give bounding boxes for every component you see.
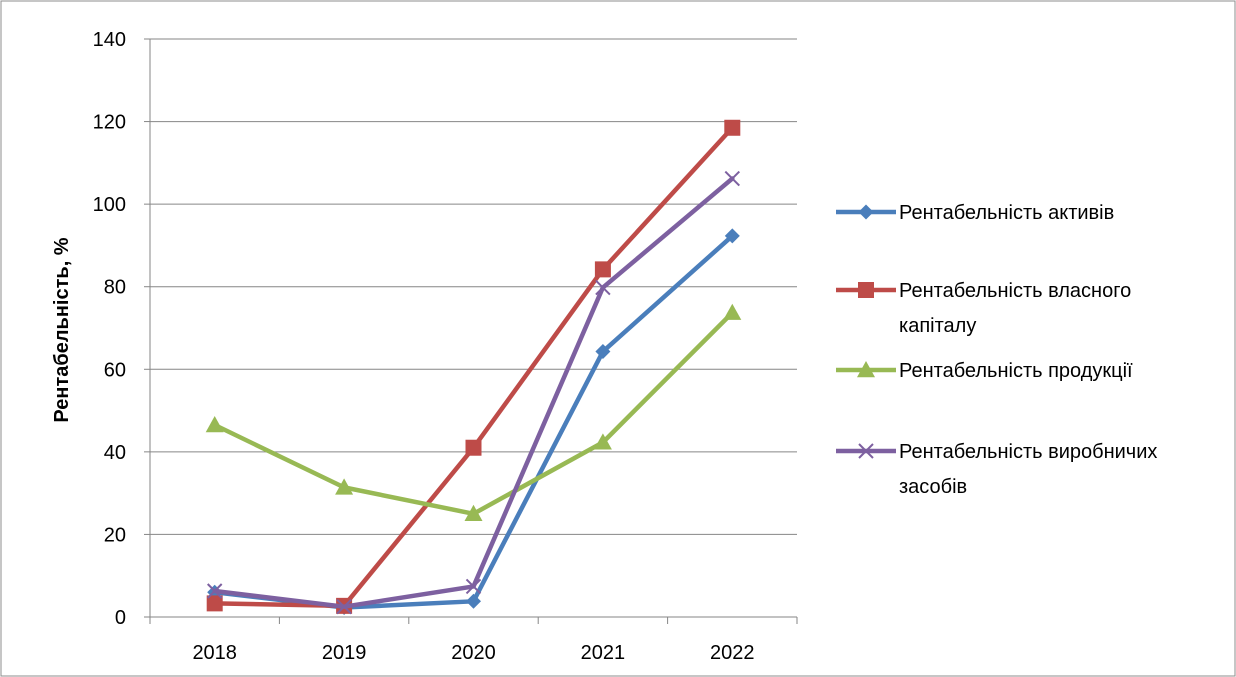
x-tick-label: 2021	[581, 642, 626, 664]
legend-item-3: Рентабельність продукції	[836, 360, 1133, 382]
x-tick-label: 2020	[451, 642, 496, 664]
series-4	[206, 170, 741, 615]
legend-marker-square	[858, 282, 874, 298]
legend-label: Рентабельність продукції	[899, 360, 1133, 382]
data-point-x	[206, 583, 223, 599]
y-tick-label: 140	[93, 29, 126, 51]
y-axis-label: Рентабельність, %	[51, 237, 73, 422]
data-point-triangle	[335, 478, 354, 495]
y-tick-label: 120	[93, 112, 126, 134]
legend-label: Рентабельність виробничих	[899, 441, 1157, 463]
y-tick-label: 100	[93, 194, 126, 216]
legend-label: засобів	[899, 476, 967, 498]
y-tick-label: 0	[115, 607, 126, 629]
data-point-square	[465, 439, 482, 456]
data-point-x	[724, 170, 741, 187]
data-point-triangle	[205, 416, 224, 433]
legend-label: Рентабельність власного	[899, 280, 1131, 302]
data-point-x	[595, 279, 611, 296]
y-tick-label: 40	[104, 442, 126, 464]
legend-label: капіталу	[899, 315, 976, 337]
x-tick-label: 2019	[322, 642, 367, 664]
legend: Рентабельність активів Рентабельність вла…	[836, 202, 1157, 498]
data-point-triangle	[464, 504, 483, 521]
data-point-diamond	[724, 228, 740, 244]
x-tick-label: 2022	[710, 642, 755, 664]
series-3	[205, 303, 742, 521]
data-point-x	[336, 598, 352, 615]
data-point-x	[465, 578, 482, 595]
legend-item-2: Рентабельність власного капіталу	[836, 280, 1131, 337]
x-tick-label: 2018	[192, 642, 237, 664]
y-tick-label: 20	[104, 524, 126, 546]
gridlines	[150, 38, 797, 535]
y-tick-label: 60	[104, 359, 126, 381]
data-point-triangle	[723, 303, 742, 320]
series-lines	[205, 119, 742, 616]
data-point-square	[206, 595, 223, 612]
y-tick-label: 80	[104, 277, 126, 299]
legend-item-4: Рентабельність виробничих засобів	[836, 441, 1157, 498]
data-point-square	[724, 119, 741, 136]
legend-marker-x	[858, 443, 874, 459]
legend-label: Рентабельність активів	[899, 202, 1114, 224]
data-point-diamond	[466, 593, 481, 609]
legend-item-1: Рентабельність активів	[836, 202, 1114, 224]
data-point-diamond	[595, 344, 611, 360]
axes: 0 20 40 60 80 100 120 140 2018 2019 2020 2021 2022	[93, 29, 798, 664]
data-point-square	[594, 261, 611, 278]
legend-marker-diamond	[858, 204, 874, 220]
legend-marker-triangle	[857, 361, 875, 378]
data-point-triangle	[593, 433, 612, 450]
